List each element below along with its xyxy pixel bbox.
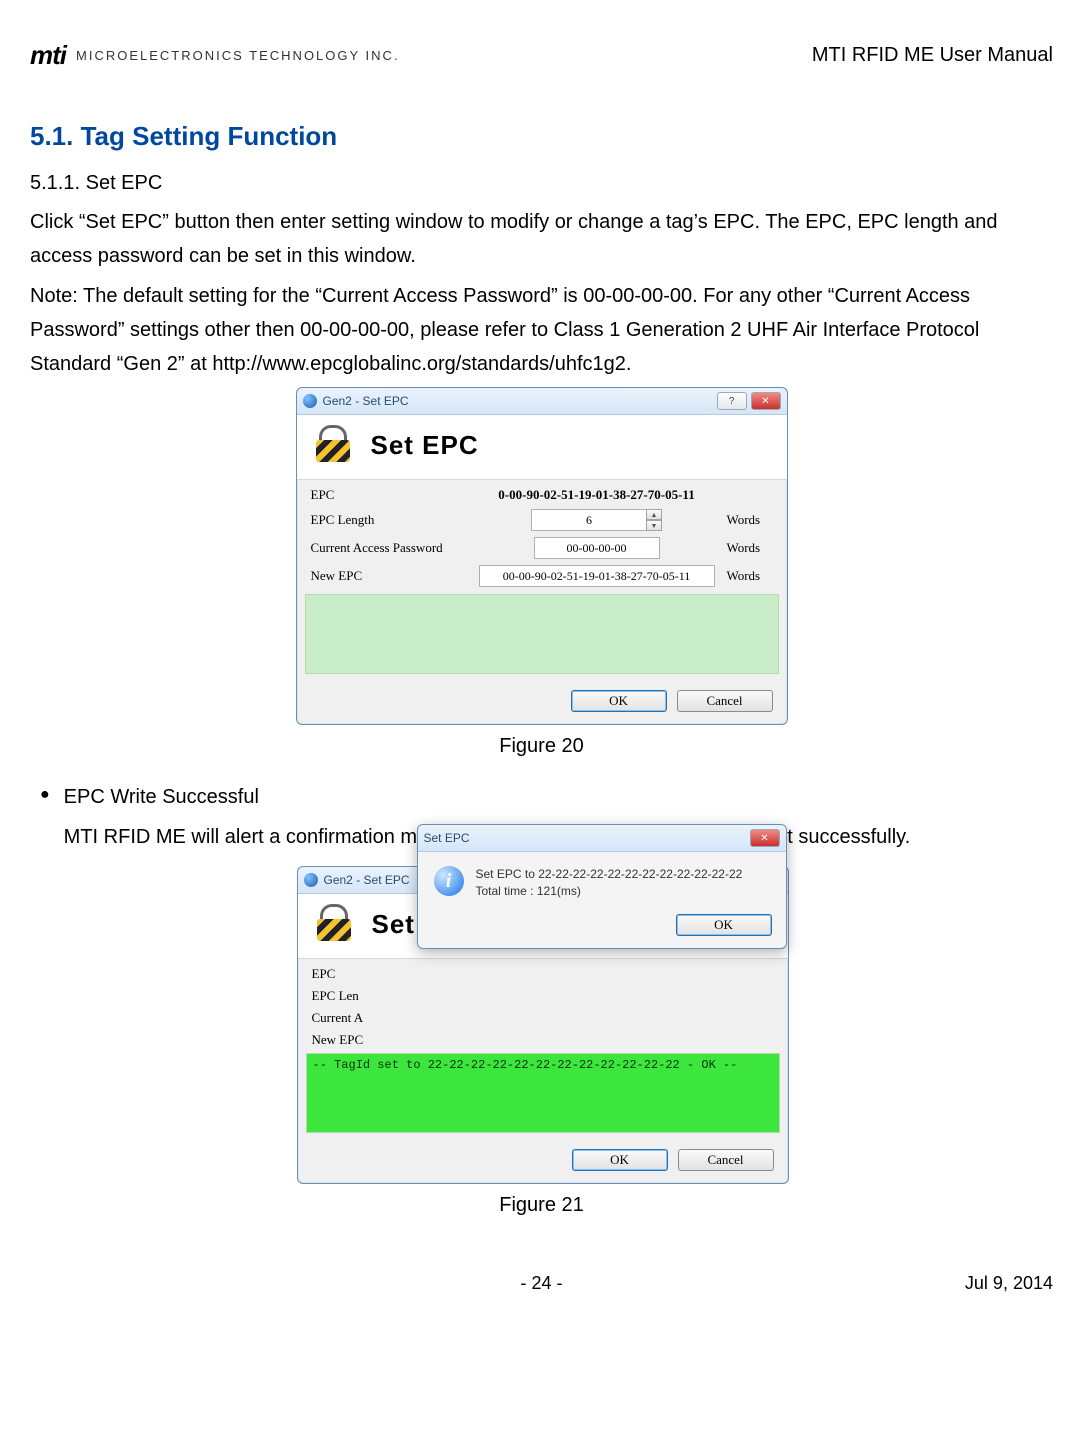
page-number: - 24 - (371, 1273, 712, 1294)
label-new-epc: New EPC (312, 1032, 472, 1048)
figure-21-wrap: Gen2 - Set EPC ? ✕ Set EPC EPC EPC Len (30, 866, 1053, 1233)
unit-words-2: Words (723, 540, 773, 556)
subsection-heading: 5.1.1. Set EPC (30, 172, 1053, 195)
status-area (305, 594, 779, 674)
dialog-titlebar: Gen2 - Set EPC ? ✕ (297, 388, 787, 415)
ok-button[interactable]: OK (572, 1149, 668, 1171)
subsection-number: 5.1.1. (30, 172, 80, 194)
unit-words-1: Words (723, 512, 773, 528)
section-heading: 5.1. Tag Setting Function (30, 121, 1053, 152)
logo-mark: mti (30, 40, 66, 71)
logo-company: MICROELECTRONICS TECHNOLOGY INC. (76, 48, 400, 63)
banner-title: Set EPC (371, 430, 479, 461)
status-area-success: -- TagId set to 22-22-22-22-22-22-22-22-… (306, 1053, 780, 1133)
page-header: mti MICROELECTRONICS TECHNOLOGY INC. MTI… (30, 40, 1053, 71)
value-epc: 0-00-90-02-51-19-01-38-27-70-05-11 (498, 487, 694, 503)
message-dialog: Set EPC ✕ i Set EPC to 22-22-22-22-22-22… (417, 824, 787, 949)
info-icon: i (434, 866, 464, 896)
message-ok-button[interactable]: OK (676, 914, 772, 936)
help-button[interactable]: ? (717, 392, 747, 410)
bullet-icon: ● (30, 780, 50, 860)
label-access-password: Current A (312, 1010, 472, 1026)
spin-up-icon[interactable]: ▲ (646, 509, 662, 520)
lock-icon (313, 425, 353, 465)
subsection-title: Set EPC (86, 172, 163, 194)
document-title: MTI RFID ME User Manual (812, 44, 1053, 67)
figure-20-caption: Figure 20 (499, 735, 584, 758)
bullet-title: EPC Write Successful (64, 780, 911, 814)
close-button[interactable]: ✕ (750, 829, 780, 847)
label-epc: EPC (311, 487, 471, 503)
cancel-button[interactable]: Cancel (677, 690, 773, 712)
label-epc-length: EPC Len (312, 988, 472, 1004)
page-date: Jul 9, 2014 (712, 1273, 1053, 1294)
label-epc-length: EPC Length (311, 512, 471, 528)
epc-length-spinner[interactable]: ▲▼ (531, 509, 662, 531)
label-access-password: Current Access Password (311, 540, 471, 556)
message-dialog-title: Set EPC (424, 831, 470, 845)
ok-button[interactable]: OK (571, 690, 667, 712)
access-password-input[interactable] (534, 537, 660, 559)
paragraph-1: Click “Set EPC” button then enter settin… (30, 205, 1053, 273)
paragraph-2: Note: The default setting for the “Curre… (30, 279, 1053, 381)
set-epc-dialog: Gen2 - Set EPC ? ✕ Set EPC EPC 0-00-90-0… (296, 387, 788, 725)
logo-block: mti MICROELECTRONICS TECHNOLOGY INC. (30, 40, 400, 71)
app-icon (303, 394, 317, 408)
spin-down-icon[interactable]: ▼ (646, 520, 662, 531)
dialog-banner: Set EPC (297, 415, 787, 480)
lock-icon (314, 904, 354, 944)
message-line-2: Total time : 121(ms) (476, 883, 743, 900)
cancel-button[interactable]: Cancel (678, 1149, 774, 1171)
dialog2-title: Gen2 - Set EPC (324, 873, 410, 887)
figure-21-caption: Figure 21 (499, 1194, 584, 1217)
dialog-title: Gen2 - Set EPC (323, 394, 409, 408)
page-footer: - 24 - Jul 9, 2014 (30, 1273, 1053, 1294)
app-icon (304, 873, 318, 887)
figure-20-wrap: Gen2 - Set EPC ? ✕ Set EPC EPC 0-00-90-0… (30, 387, 1053, 774)
epc-length-input[interactable] (531, 509, 647, 531)
label-new-epc: New EPC (311, 568, 471, 584)
label-epc: EPC (312, 966, 472, 982)
new-epc-input[interactable] (479, 565, 715, 587)
close-button[interactable]: ✕ (751, 392, 781, 410)
message-line-1: Set EPC to 22-22-22-22-22-22-22-22-22-22… (476, 866, 743, 883)
unit-words-3: Words (723, 568, 773, 584)
